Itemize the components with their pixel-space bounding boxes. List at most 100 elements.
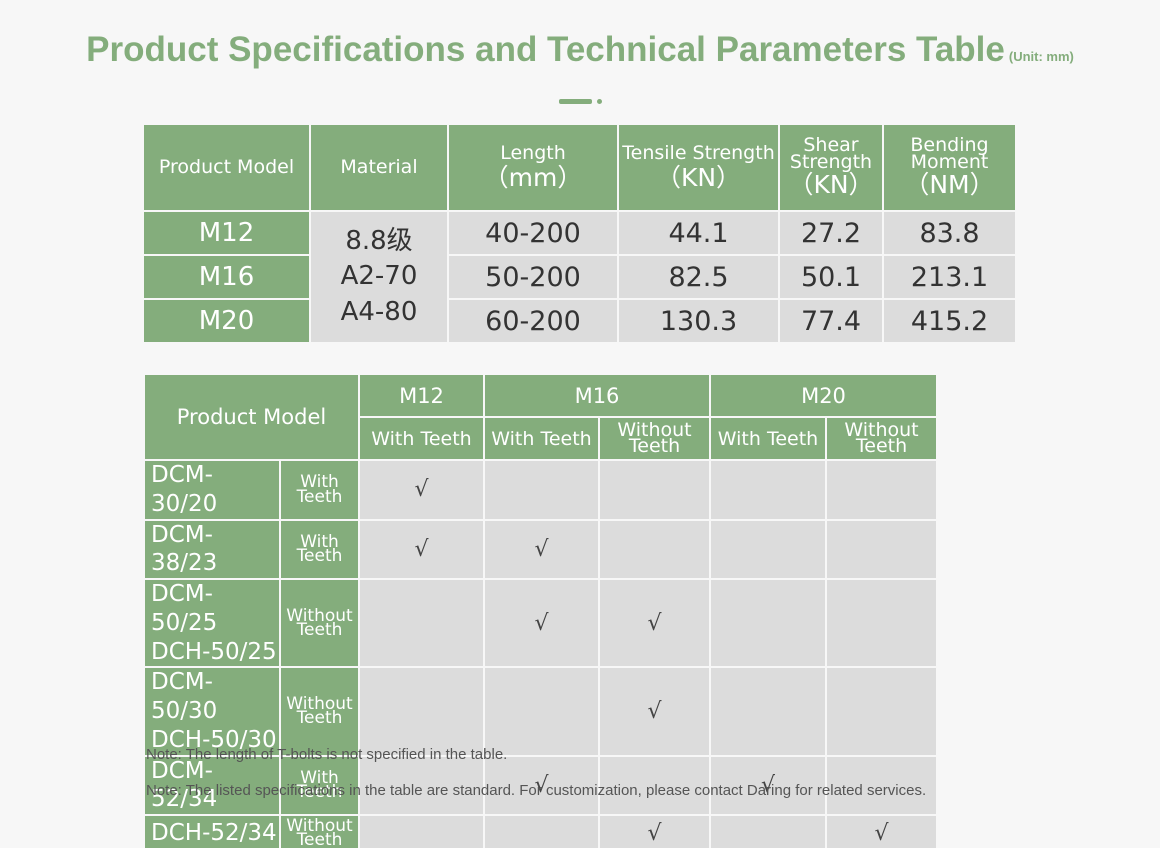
title-divider xyxy=(559,99,592,104)
spec-header-length: Length （mm） xyxy=(447,123,619,212)
device-name: DCM-38/23 xyxy=(151,521,218,577)
spec-model-cell: M12 xyxy=(142,210,311,256)
type-line: With xyxy=(300,472,339,493)
device-name: DCM-30/20 xyxy=(151,462,218,517)
spec-bending-cell: 415.2 xyxy=(882,298,1017,344)
spec-tensile-cell: 44.1 xyxy=(617,210,780,256)
check-cell xyxy=(358,577,485,669)
compat-header-model: Product Model xyxy=(143,373,360,461)
check-cell xyxy=(825,577,938,669)
material-line: A4-80 xyxy=(340,296,418,327)
check-cell xyxy=(483,666,600,757)
table-row: DCM-50/25 DCH-50/25 Without Teeth √ √ xyxy=(143,577,938,669)
check-cell xyxy=(598,518,711,580)
device-name: DCH-52/34 xyxy=(151,819,277,846)
spec-bending-cell: 213.1 xyxy=(882,254,1017,300)
check-cell: √ xyxy=(358,459,485,521)
compat-sub-m16-without: Without Teeth xyxy=(598,416,711,461)
spec-length-cell: 60-200 xyxy=(447,298,619,344)
spec-model-cell: M20 xyxy=(142,298,311,344)
table-row: DCM-38/23 With Teeth √ √ xyxy=(143,518,938,580)
spec-header-shear-label-2: Strength xyxy=(789,150,873,173)
spec-table: Product Model Material Length （mm） Tensi… xyxy=(142,123,1017,344)
type-line: Teeth xyxy=(296,708,343,729)
check-cell xyxy=(709,518,827,580)
material-line: 8.8级 xyxy=(345,226,413,257)
spec-header-shear: Shear Strength （KN） xyxy=(778,123,884,212)
check-cell: √ xyxy=(709,754,827,816)
check-cell: √ xyxy=(358,518,485,580)
spec-header-tensile-label: Tensile Strength xyxy=(622,142,775,165)
check-cell xyxy=(825,666,938,757)
spec-header-length-label: Length xyxy=(500,142,566,165)
device-name: DCH-50/30 xyxy=(151,726,277,753)
table-row: M20 60-200 130.3 77.4 415.2 xyxy=(142,298,1017,344)
compat-group-m16: M16 xyxy=(483,373,711,418)
check-cell xyxy=(825,518,938,580)
compat-sub-m20-without: Without Teeth xyxy=(825,416,938,461)
spec-header-model: Product Model xyxy=(142,123,311,212)
type-line: Teeth xyxy=(296,486,343,507)
device-name: DCM-50/30 xyxy=(151,669,218,724)
check-cell xyxy=(709,459,827,521)
type-cell: With Teeth xyxy=(279,459,360,521)
device-cell: DCM-50/30 DCH-50/30 xyxy=(143,666,281,757)
device-cell: DCM-50/25 DCH-50/25 xyxy=(143,577,281,669)
type-line: Teeth xyxy=(296,546,343,567)
check-cell: √ xyxy=(483,518,600,580)
check-cell xyxy=(358,814,485,848)
check-cell: √ xyxy=(598,577,711,669)
material-line: A2-70 xyxy=(340,261,418,292)
compat-sub-m20-with: With Teeth xyxy=(709,416,827,461)
type-line: Without xyxy=(286,815,353,836)
check-cell xyxy=(825,459,938,521)
type-cell: Without Teeth xyxy=(279,577,360,669)
unit-label: (Unit: mm) xyxy=(1008,49,1074,64)
check-cell xyxy=(709,577,827,669)
spec-tensile-cell: 82.5 xyxy=(617,254,780,300)
table-row: DCM-30/20 With Teeth √ xyxy=(143,459,938,521)
spec-header-bending-label-2: Moment xyxy=(910,150,989,173)
type-line: With xyxy=(300,767,339,788)
spec-header-material: Material xyxy=(309,123,449,212)
check-cell: √ xyxy=(483,577,600,669)
check-cell xyxy=(358,754,485,816)
spec-length-cell: 50-200 xyxy=(447,254,619,300)
check-cell xyxy=(358,666,485,757)
sub-label-line: Without xyxy=(617,419,692,442)
type-line: Teeth xyxy=(296,830,343,848)
check-cell xyxy=(709,814,827,848)
type-cell: With Teeth xyxy=(279,754,360,816)
note-length: Note: The length of T-bolts is not speci… xyxy=(146,746,508,763)
type-line: Teeth xyxy=(296,620,343,641)
spec-header-tensile-unit: （KN） xyxy=(655,163,742,193)
device-cell: DCM-38/23 xyxy=(143,518,281,580)
title-text: Product Specifications and Technical Par… xyxy=(86,30,1005,69)
device-cell: DCM-30/20 xyxy=(143,459,281,521)
table-row: DCM-50/30 DCH-50/30 Without Teeth √ xyxy=(143,666,938,757)
sub-label-line: Without xyxy=(844,419,919,442)
device-name: DCM-52/34 xyxy=(151,757,218,813)
compat-group-m12: M12 xyxy=(358,373,485,418)
device-name: DCM-50/25 xyxy=(151,581,218,636)
spec-header-shear-unit: （KN） xyxy=(788,169,874,199)
check-cell xyxy=(483,814,600,848)
spec-model-cell: M16 xyxy=(142,254,311,300)
type-line: Without xyxy=(286,605,353,626)
check-cell xyxy=(825,754,938,816)
table-row: DCM-52/34 With Teeth √ √ xyxy=(143,754,938,816)
spec-tensile-cell: 130.3 xyxy=(617,298,780,344)
compat-sub-m12-with: With Teeth xyxy=(358,416,485,461)
spec-material-cell: 8.8级 A2-70 A4-80 xyxy=(309,210,449,344)
type-cell: With Teeth xyxy=(279,518,360,580)
compatibility-table: Product Model M12 M16 M20 With Teeth Wit… xyxy=(143,373,938,848)
device-name: DCH-50/25 xyxy=(151,638,277,665)
device-cell: DCM-52/34 xyxy=(143,754,281,816)
compat-group-m20: M20 xyxy=(709,373,938,418)
spec-shear-cell: 50.1 xyxy=(778,254,884,300)
check-cell: √ xyxy=(598,666,711,757)
sub-label-line: Teeth xyxy=(628,434,681,457)
check-cell: √ xyxy=(825,814,938,848)
spec-header-tensile: Tensile Strength （KN） xyxy=(617,123,780,212)
compat-sub-m16-with: With Teeth xyxy=(483,416,600,461)
